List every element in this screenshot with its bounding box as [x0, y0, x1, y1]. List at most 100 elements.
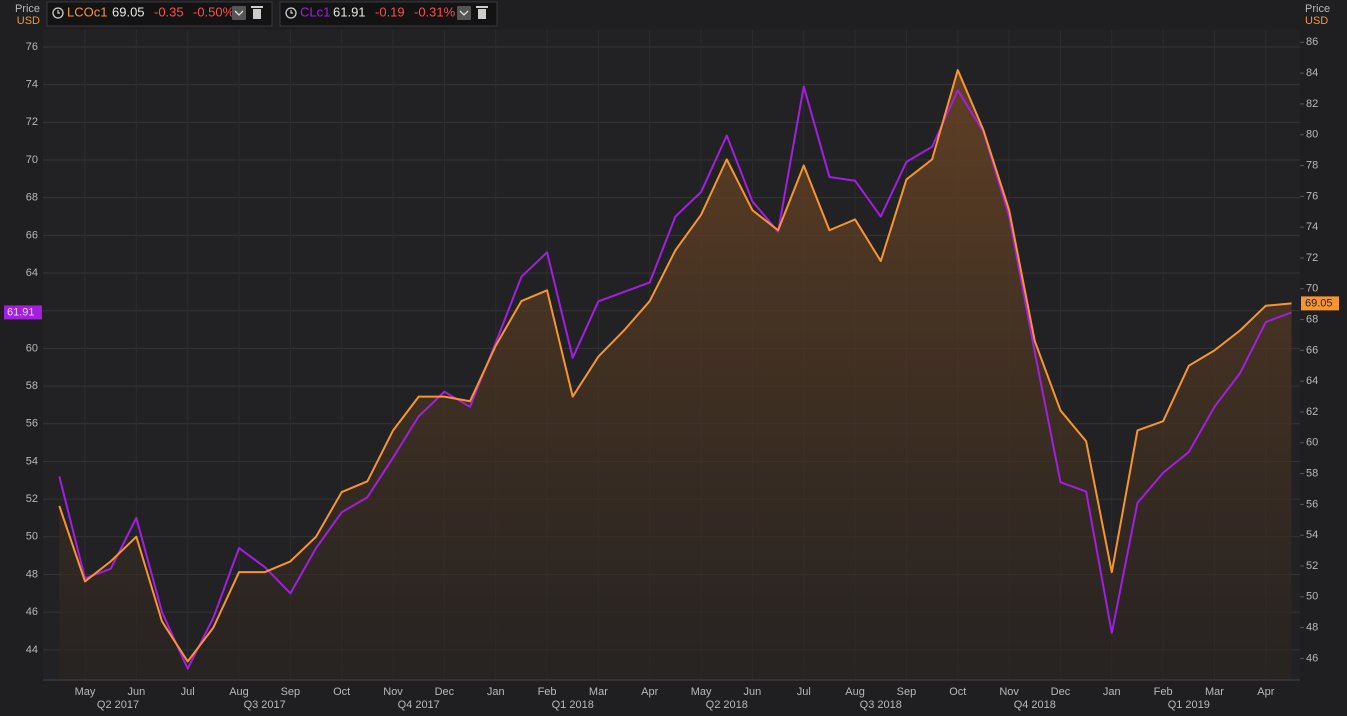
y2-tick-label: 62 [1306, 406, 1318, 418]
x-tick-label: Jul [181, 686, 195, 698]
quarter-label: Q4 2017 [398, 699, 440, 711]
y-tick-label: 56 [26, 418, 38, 430]
y-tick-label: 72 [26, 116, 38, 128]
quarter-label: Q3 2018 [860, 699, 902, 711]
x-tick-label: Oct [949, 686, 966, 698]
dropdown-arrow [459, 10, 469, 16]
x-tick-label: Dec [435, 686, 455, 698]
legend-name: CLc1 [300, 4, 330, 19]
x-tick-label: Mar [1205, 686, 1224, 698]
legend-change-pct: -0.31% [414, 4, 456, 19]
x-tick-label: Feb [1154, 686, 1173, 698]
legend-value: 69.05 [112, 4, 145, 19]
y2-tick-label: 68 [1306, 313, 1318, 325]
y-tick-label: 46 [26, 606, 38, 618]
series-line [58, 69, 1292, 663]
x-tick-label: Sep [281, 686, 301, 698]
series-line [58, 85, 1292, 670]
y-tick-label: 66 [26, 229, 38, 241]
trash-lid [251, 6, 263, 8]
y-tick-label: 68 [26, 192, 38, 204]
left-axis-header: Price [15, 3, 40, 15]
y-tick-label: 58 [26, 380, 38, 392]
x-tick-label: May [75, 686, 96, 698]
x-tick-label: Jan [487, 686, 505, 698]
y2-tick-label: 86 [1306, 36, 1318, 48]
y2-tick-label: 76 [1306, 190, 1318, 202]
x-tick-label: Aug [845, 686, 865, 698]
y2-tick-label: 52 [1306, 560, 1318, 572]
y2-tick-label: 80 [1306, 129, 1318, 141]
left-axis-unit: USD [17, 15, 40, 27]
marks [58, 69, 1292, 681]
x-tick-label: Apr [641, 686, 658, 698]
x-tick-label: Feb [538, 686, 557, 698]
quarter-label: Q1 2019 [1168, 699, 1210, 711]
y-tick-label: 60 [26, 342, 38, 354]
legend-change: -0.35 [154, 4, 184, 19]
clock-hands [57, 10, 60, 14]
x-tick-label: Dec [1051, 686, 1071, 698]
quarter-label: Q1 2018 [552, 699, 594, 711]
y-tick-label: 44 [26, 644, 38, 656]
y2-tick-label: 84 [1306, 67, 1318, 79]
x-tick-label: Jan [1103, 686, 1121, 698]
dropdown-button[interactable] [457, 6, 471, 20]
quarter-label: Q2 2017 [97, 699, 139, 711]
trash-body [253, 9, 261, 19]
x-tick-label: Sep [897, 686, 917, 698]
delete-button[interactable] [251, 6, 263, 19]
y2-tick-label: 82 [1306, 98, 1318, 110]
clock-icon [285, 7, 297, 19]
x-tick-label: Apr [1257, 686, 1274, 698]
y2-tick-label: 64 [1306, 375, 1318, 387]
legend-value: 61.91 [333, 4, 366, 19]
y-tick-label: 70 [26, 154, 38, 166]
last-value-tag [4, 305, 42, 320]
y-tick-label: 64 [26, 267, 38, 279]
y-tick-label: 74 [26, 79, 38, 91]
y-tick-label: 54 [26, 455, 38, 467]
last-value-label: 61.91 [7, 306, 35, 318]
quarter-label: Q3 2017 [244, 699, 286, 711]
x-tick-label: Oct [333, 686, 350, 698]
y2-tick-label: 72 [1306, 252, 1318, 264]
y2-tick-label: 74 [1306, 221, 1318, 233]
y2-tick-label: 78 [1306, 159, 1318, 171]
x-tick-label: Jul [797, 686, 811, 698]
quarter-label: Q4 2018 [1014, 699, 1056, 711]
clock-icon [52, 7, 64, 19]
dropdown-arrow [234, 10, 244, 16]
x-tick-label: Jun [127, 686, 145, 698]
y2-tick-label: 70 [1306, 283, 1318, 295]
y-tick-label: 48 [26, 568, 38, 580]
y-tick-label: 52 [26, 493, 38, 505]
y2-tick-label: 60 [1306, 437, 1318, 449]
y2-tick-label: 56 [1306, 498, 1318, 510]
legend: LCOc1 69.05 -0.35 -0.50% CLc1 61.91 -0.19 -0.31… [46, 1, 498, 27]
legend-change: -0.19 [375, 4, 405, 19]
y2-tick-label: 66 [1306, 344, 1318, 356]
x-tick-label: Aug [229, 686, 249, 698]
right-axis-unit: USD [1305, 15, 1328, 27]
y2-tick-label: 58 [1306, 468, 1318, 480]
x-tick-label: Mar [589, 686, 608, 698]
last-value-label: 69.05 [1305, 297, 1333, 309]
quarter-label: Q2 2018 [706, 699, 748, 711]
y2-tick-label: 54 [1306, 529, 1318, 541]
area [59, 70, 1292, 681]
x-tick-label: May [691, 686, 712, 698]
y2-tick-label: 50 [1306, 591, 1318, 603]
x-tick-label: Jun [744, 686, 762, 698]
legend-change-pct: -0.50% [193, 4, 235, 19]
last-value-tag [1301, 296, 1339, 311]
dropdown-button[interactable] [232, 6, 246, 20]
right-axis-header: Price [1305, 3, 1330, 15]
clock-hands [290, 10, 293, 14]
y2-tick-label: 48 [1306, 622, 1318, 634]
delete-button[interactable] [476, 6, 488, 19]
trash-lid [476, 6, 488, 8]
legend-name: LCOc1 [67, 4, 107, 19]
